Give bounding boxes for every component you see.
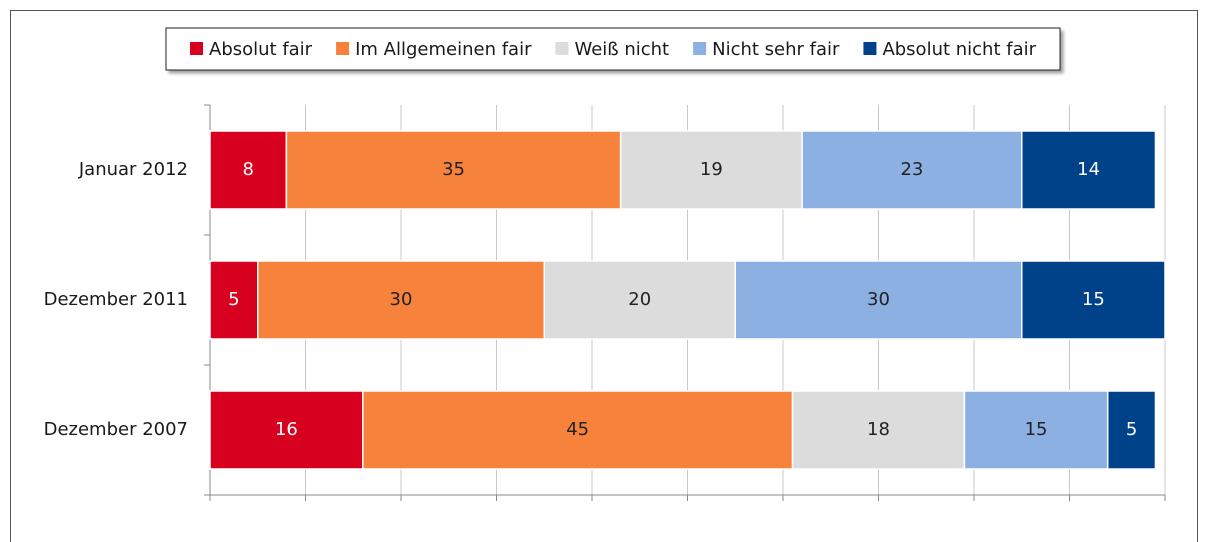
bar-segment: [1106, 390, 1157, 470]
legend-label: Absolut nicht fair: [882, 39, 1036, 60]
value-label: 30: [867, 289, 890, 310]
bar-segment: [285, 130, 622, 210]
value-label: 20: [628, 289, 651, 310]
bar-segment: [362, 390, 794, 470]
frame: [10, 10, 1198, 542]
legend-swatch: [693, 42, 707, 55]
legend: Absolut fair Im Allgemeinen fair Weiß nich…: [190, 39, 1037, 60]
bar-segment: [1021, 260, 1166, 340]
bar-segment: [963, 390, 1109, 470]
bar-segment: [209, 260, 259, 340]
value-label: 15: [1082, 289, 1105, 310]
bar-segment: [791, 390, 966, 470]
legend-label: Absolut fair: [209, 39, 313, 60]
value-label: 5: [228, 289, 239, 310]
bar-segment: [209, 390, 364, 470]
legend-label: Nicht sehr fair: [712, 39, 840, 60]
value-label: 35: [442, 159, 465, 180]
legend-label: Weiß nicht: [574, 39, 669, 60]
value-label: 23: [900, 159, 923, 180]
bar-segment: [619, 130, 803, 210]
y-tick-label: Dezember 2007: [44, 419, 188, 440]
bar-segment: [1021, 130, 1157, 210]
legend-swatch: [555, 42, 569, 55]
value-label: 45: [566, 419, 589, 440]
bar-segment: [257, 260, 545, 340]
legend-swatch: [863, 42, 877, 55]
value-label: 18: [867, 419, 890, 440]
value-label: 15: [1025, 419, 1048, 440]
y-tick-label: Dezember 2011: [44, 289, 188, 310]
legend-swatch: [336, 42, 350, 55]
value-label: 8: [242, 159, 253, 180]
bar-segment: [543, 260, 736, 340]
value-label: 14: [1077, 159, 1100, 180]
bar-segment: [801, 130, 1023, 210]
value-label: 5: [1126, 419, 1137, 440]
bars: Januar 2012 8 35 19 23 14 Dezember 2011 5 30 20 30…: [44, 130, 1166, 470]
y-tick-label: Januar 2012: [78, 159, 188, 180]
value-label: 30: [390, 289, 413, 310]
legend-label: Im Allgemeinen fair: [355, 39, 532, 60]
legend-swatch: [190, 42, 203, 55]
bar-segment: [734, 260, 1023, 340]
value-label: 16: [275, 419, 298, 440]
value-label: 19: [700, 159, 723, 180]
legend-box: [165, 27, 1061, 71]
